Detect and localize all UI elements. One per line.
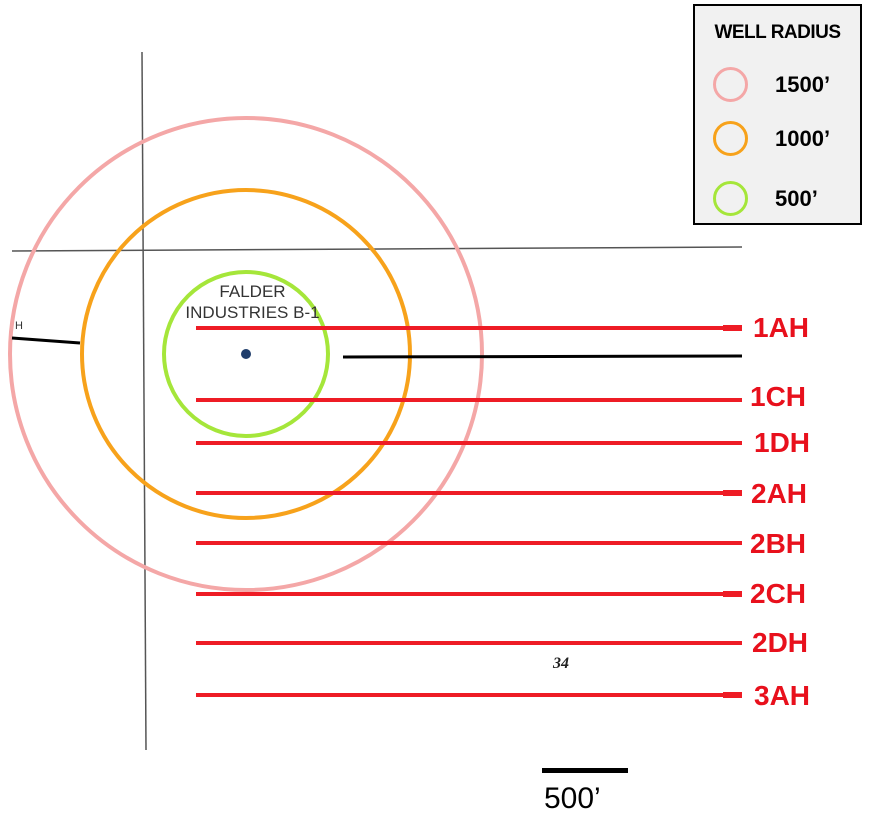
lateral-label-2bh: 2BH bbox=[750, 528, 807, 559]
section-line-vertical bbox=[141, 51, 147, 751]
legend-swatch-500 bbox=[713, 181, 748, 216]
lateral-end-tick-3ah bbox=[723, 692, 742, 698]
lateral-label-3ah: 3AH bbox=[754, 680, 811, 711]
lateral-label-1ah: 1AH bbox=[753, 312, 810, 343]
lateral-end-tick-2ch bbox=[723, 591, 742, 597]
well-name-line-2: INDUSTRIES B-1 bbox=[185, 303, 320, 322]
radius-circle-1 bbox=[8, 116, 484, 592]
legend-label-500: 500’ bbox=[775, 186, 818, 211]
lateral-label-1dh: 1DH bbox=[754, 427, 811, 458]
lateral-label-1ch: 1CH bbox=[750, 381, 807, 412]
legend-swatch-1500 bbox=[713, 67, 748, 102]
well-marker[interactable] bbox=[241, 349, 251, 359]
legend-item-500: 500’ bbox=[713, 181, 863, 223]
legend-item-1000: 1000’ bbox=[713, 121, 863, 163]
well-name: FALDER INDUSTRIES B-1 bbox=[170, 281, 335, 323]
lateral-label-2ah: 2AH bbox=[751, 478, 808, 509]
section-line-horizontal bbox=[11, 246, 743, 252]
well-radius-legend: WELL RADIUS 1500’ 1000’ 500’ bbox=[693, 4, 862, 225]
radius-circle-3 bbox=[162, 270, 330, 438]
edge-label: H bbox=[15, 320, 23, 332]
legend-swatch-1000 bbox=[713, 121, 748, 156]
pipeline-left bbox=[11, 336, 81, 345]
lateral-end-tick-1ah bbox=[723, 325, 742, 331]
well-name-line-1: FALDER bbox=[219, 282, 286, 301]
lateral-label-2ch: 2CH bbox=[750, 578, 807, 609]
scale-label: 500’ bbox=[544, 782, 601, 815]
legend-item-1500: 1500’ bbox=[713, 67, 863, 109]
legend-label-1000: 1000’ bbox=[775, 126, 831, 151]
radius-circle-2 bbox=[80, 188, 412, 520]
section-number: 34 bbox=[553, 655, 569, 672]
scale-bar bbox=[542, 768, 628, 773]
legend-title: WELL RADIUS bbox=[714, 22, 841, 43]
pipeline-right bbox=[342, 354, 743, 359]
lateral-label-2dh: 2DH bbox=[752, 627, 809, 658]
lateral-end-tick-2ah bbox=[723, 490, 742, 496]
legend-label-1500: 1500’ bbox=[775, 72, 831, 97]
